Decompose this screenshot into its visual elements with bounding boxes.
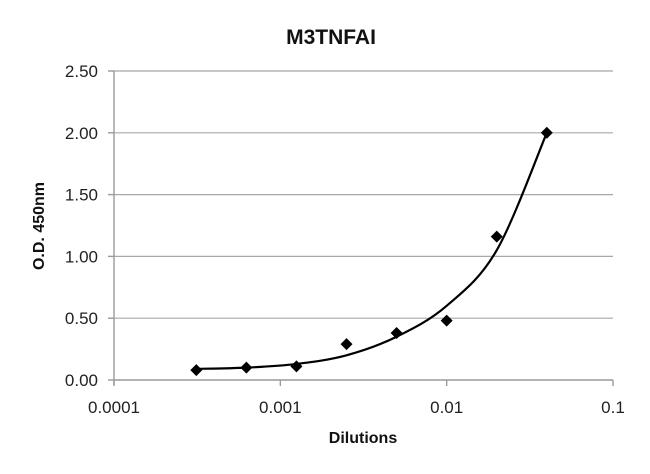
x-tick-label: 0.01 bbox=[430, 398, 463, 417]
y-tick-label: 1.50 bbox=[65, 186, 98, 205]
chart-title: M3TNFAI bbox=[286, 26, 376, 49]
x-tick-label: 0.1 bbox=[601, 398, 625, 417]
y-tick-label: 0.00 bbox=[65, 371, 98, 390]
y-tick-label: 2.50 bbox=[65, 62, 98, 81]
y-tick-label: 1.00 bbox=[65, 247, 98, 266]
data-point-diamond bbox=[440, 314, 453, 327]
y-axis-title: O.D. 450nm bbox=[31, 182, 48, 270]
data-point-diamond bbox=[490, 230, 503, 243]
y-tick-label: 2.00 bbox=[65, 124, 98, 143]
data-point-diamond bbox=[290, 360, 303, 373]
trendline-curve bbox=[196, 132, 548, 370]
data-point-diamond bbox=[190, 364, 203, 377]
x-tick-label: 0.0001 bbox=[88, 398, 140, 417]
y-tick-label: 0.50 bbox=[65, 309, 98, 328]
axes bbox=[113, 71, 614, 386]
data-point-diamond bbox=[340, 338, 353, 351]
data-point-diamond bbox=[540, 126, 553, 139]
gridlines bbox=[108, 70, 613, 381]
data-points bbox=[190, 126, 553, 377]
y-axis-tick-labels: 0.00 0.50 1.00 1.50 2.00 2.50 bbox=[65, 62, 98, 390]
x-tick-label: 0.001 bbox=[259, 398, 302, 417]
data-point-diamond bbox=[390, 327, 403, 340]
x-axis-tick-labels: 0.0001 0.001 0.01 0.1 bbox=[88, 398, 625, 417]
x-axis-title: Dilutions bbox=[329, 430, 398, 447]
data-point-diamond bbox=[240, 361, 253, 374]
